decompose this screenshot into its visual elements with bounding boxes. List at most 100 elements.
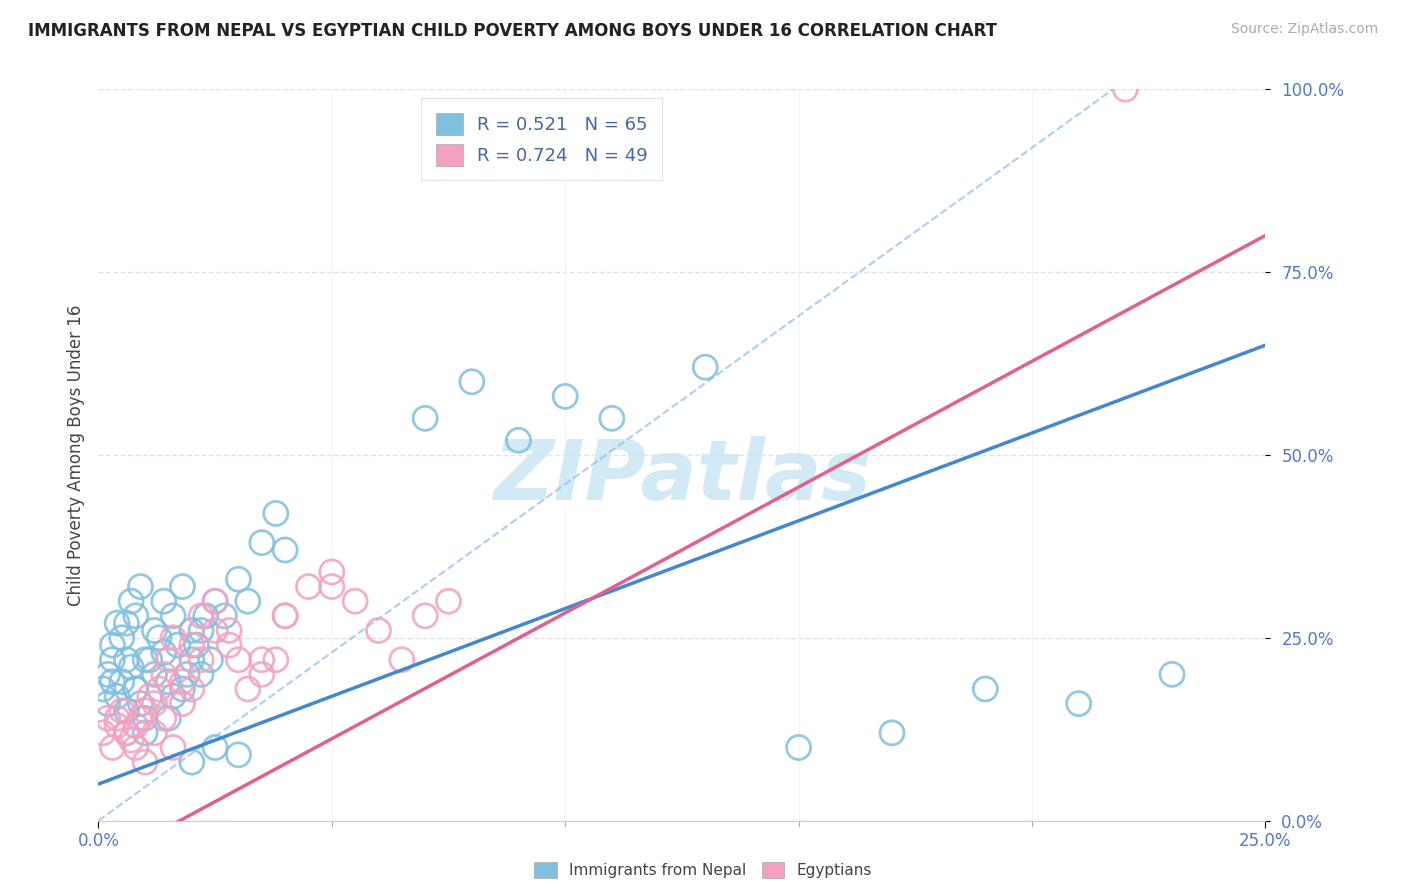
- Point: [218, 638, 240, 652]
- Point: [148, 631, 170, 645]
- Point: [166, 638, 188, 652]
- Point: [125, 681, 148, 696]
- Point: [125, 681, 148, 696]
- Point: [125, 740, 148, 755]
- Point: [391, 653, 413, 667]
- Point: [321, 580, 343, 594]
- Point: [190, 608, 212, 623]
- Point: [97, 697, 120, 711]
- Point: [139, 690, 162, 704]
- Point: [115, 616, 138, 631]
- Point: [157, 674, 180, 689]
- Point: [214, 608, 236, 623]
- Point: [152, 667, 174, 681]
- Point: [139, 653, 162, 667]
- Point: [125, 718, 148, 732]
- Point: [115, 726, 138, 740]
- Point: [143, 697, 166, 711]
- Point: [250, 653, 273, 667]
- Point: [600, 411, 623, 425]
- Point: [152, 645, 174, 659]
- Point: [91, 726, 114, 740]
- Point: [157, 653, 180, 667]
- Legend: Immigrants from Nepal, Egyptians: Immigrants from Nepal, Egyptians: [527, 856, 879, 884]
- Point: [172, 681, 194, 696]
- Point: [1114, 82, 1136, 96]
- Point: [134, 711, 156, 725]
- Text: ZIPatlas: ZIPatlas: [494, 436, 870, 517]
- Point: [250, 667, 273, 681]
- Point: [97, 711, 120, 725]
- Point: [162, 690, 184, 704]
- Point: [143, 624, 166, 638]
- Point: [695, 360, 717, 375]
- Point: [1161, 667, 1184, 681]
- Point: [134, 726, 156, 740]
- Point: [508, 434, 530, 448]
- Point: [148, 681, 170, 696]
- Point: [162, 740, 184, 755]
- Point: [250, 535, 273, 549]
- Point: [143, 667, 166, 681]
- Point: [91, 681, 114, 696]
- Point: [129, 711, 152, 725]
- Point: [180, 653, 202, 667]
- Point: [204, 594, 226, 608]
- Point: [105, 718, 128, 732]
- Point: [111, 704, 134, 718]
- Point: [172, 697, 194, 711]
- Point: [264, 507, 287, 521]
- Point: [120, 733, 142, 747]
- Point: [134, 704, 156, 718]
- Point: [115, 704, 138, 718]
- Point: [297, 580, 319, 594]
- Point: [413, 608, 436, 623]
- Point: [218, 624, 240, 638]
- Point: [180, 755, 202, 769]
- Point: [129, 697, 152, 711]
- Point: [101, 740, 124, 755]
- Point: [125, 608, 148, 623]
- Point: [236, 681, 259, 696]
- Point: [120, 660, 142, 674]
- Point: [115, 653, 138, 667]
- Point: [274, 543, 297, 558]
- Point: [204, 740, 226, 755]
- Point: [152, 711, 174, 725]
- Point: [143, 726, 166, 740]
- Y-axis label: Child Poverty Among Boys Under 16: Child Poverty Among Boys Under 16: [66, 304, 84, 606]
- Legend: R = 0.521   N = 65, R = 0.724   N = 49: R = 0.521 N = 65, R = 0.724 N = 49: [422, 98, 662, 180]
- Point: [134, 755, 156, 769]
- Point: [162, 608, 184, 623]
- Point: [105, 616, 128, 631]
- Point: [172, 674, 194, 689]
- Point: [186, 638, 208, 652]
- Point: [437, 594, 460, 608]
- Point: [101, 653, 124, 667]
- Point: [176, 667, 198, 681]
- Point: [228, 653, 250, 667]
- Point: [344, 594, 367, 608]
- Point: [228, 572, 250, 586]
- Point: [180, 681, 202, 696]
- Point: [880, 726, 903, 740]
- Point: [264, 653, 287, 667]
- Point: [204, 624, 226, 638]
- Point: [172, 580, 194, 594]
- Point: [180, 624, 202, 638]
- Point: [157, 711, 180, 725]
- Text: Source: ZipAtlas.com: Source: ZipAtlas.com: [1230, 22, 1378, 37]
- Point: [105, 711, 128, 725]
- Point: [115, 726, 138, 740]
- Point: [134, 653, 156, 667]
- Point: [180, 638, 202, 652]
- Point: [190, 667, 212, 681]
- Point: [554, 389, 576, 403]
- Point: [204, 594, 226, 608]
- Point: [974, 681, 997, 696]
- Point: [97, 667, 120, 681]
- Point: [105, 690, 128, 704]
- Point: [274, 608, 297, 623]
- Point: [101, 638, 124, 652]
- Point: [228, 747, 250, 762]
